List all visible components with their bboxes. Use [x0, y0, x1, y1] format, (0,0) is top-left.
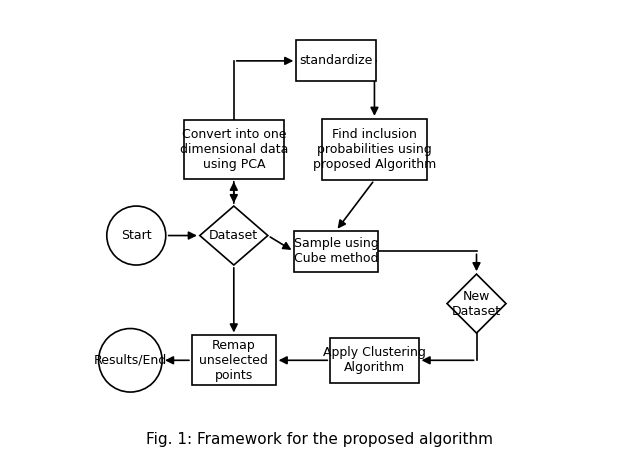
Text: Results/End: Results/End: [93, 354, 167, 367]
Text: New
Dataset: New Dataset: [452, 290, 501, 317]
Polygon shape: [447, 274, 506, 333]
FancyBboxPatch shape: [294, 231, 378, 272]
Text: Apply Clustering
Algorithm: Apply Clustering Algorithm: [323, 346, 426, 374]
Text: Sample using
Cube method: Sample using Cube method: [294, 237, 378, 265]
Text: Find inclusion
probabilities using
proposed Algorithm: Find inclusion probabilities using propo…: [313, 128, 436, 171]
FancyBboxPatch shape: [192, 335, 276, 385]
Circle shape: [99, 328, 162, 392]
Text: Fig. 1: Framework for the proposed algorithm: Fig. 1: Framework for the proposed algor…: [147, 432, 493, 447]
FancyBboxPatch shape: [184, 120, 284, 179]
Text: Dataset: Dataset: [209, 229, 259, 242]
Text: Start: Start: [121, 229, 152, 242]
Text: Convert into one
dimensional data
using PCA: Convert into one dimensional data using …: [180, 128, 288, 171]
FancyBboxPatch shape: [323, 119, 427, 180]
Text: Remap
unselected
points: Remap unselected points: [200, 339, 268, 382]
FancyBboxPatch shape: [330, 338, 419, 383]
Circle shape: [107, 206, 166, 265]
Text: standardize: standardize: [299, 55, 372, 67]
FancyBboxPatch shape: [296, 41, 376, 81]
Polygon shape: [200, 206, 268, 265]
